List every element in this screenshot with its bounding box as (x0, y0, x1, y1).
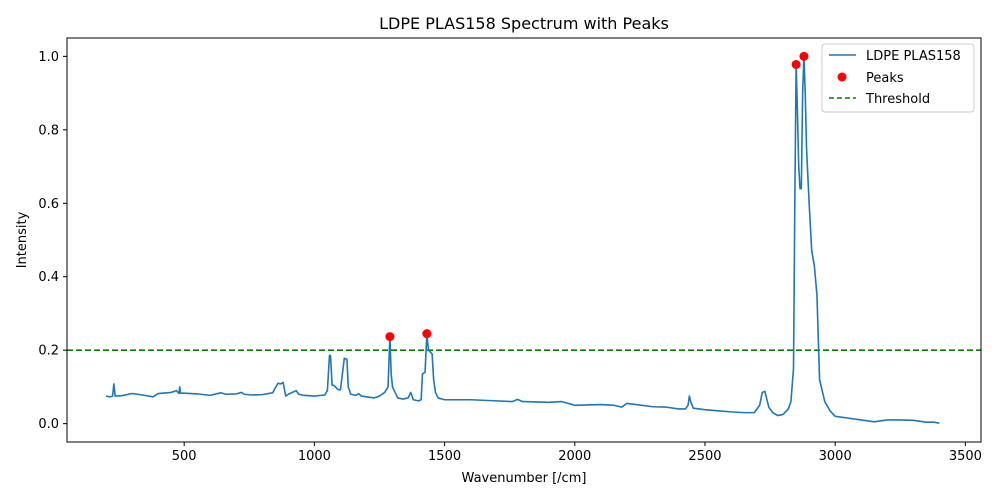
x-tick-label: 2500 (688, 449, 721, 464)
spectrum-line (105, 55, 940, 425)
peak-marker (791, 59, 801, 69)
x-tick-label: 2000 (558, 449, 591, 464)
plot-area (67, 51, 981, 425)
y-tick-label: 1.0 (38, 50, 59, 65)
peak-marker (422, 329, 432, 339)
x-tick-label: 3500 (949, 449, 982, 464)
x-tick-label: 1000 (298, 449, 331, 464)
y-tick-label: 0.0 (38, 417, 59, 432)
plot-frame (66, 37, 982, 443)
legend-box (821, 43, 975, 113)
y-tick-label: 0.4 (38, 270, 59, 285)
chart-title: LDPE PLAS158 Spectrum with Peaks (379, 14, 669, 33)
y-axis-label: Intensity (15, 211, 30, 268)
y-tick-label: 0.8 (38, 123, 59, 138)
x-tick-label: 500 (172, 449, 197, 464)
y-axis: 0.0 0.2 0.4 0.6 0.8 1.0 (38, 50, 67, 432)
legend-peaks-marker (837, 72, 847, 82)
legend-spectrum-label: LDPE PLAS158 (866, 49, 961, 64)
peak-marker (799, 51, 809, 61)
y-tick-label: 0.6 (38, 197, 59, 212)
legend-threshold-label: Threshold (865, 92, 930, 107)
legend-peaks-label: Peaks (866, 71, 904, 86)
peak-marker (385, 332, 395, 342)
legend: LDPE PLAS158 Peaks Threshold (821, 43, 975, 113)
x-axis-label: Wavenumber [/cm] (462, 471, 587, 486)
y-tick-label: 0.2 (38, 344, 59, 359)
x-tick-label: 3000 (819, 449, 852, 464)
x-tick-label: 1500 (428, 449, 461, 464)
x-axis: 500 1000 1500 2000 2500 3000 3500 (172, 442, 982, 464)
